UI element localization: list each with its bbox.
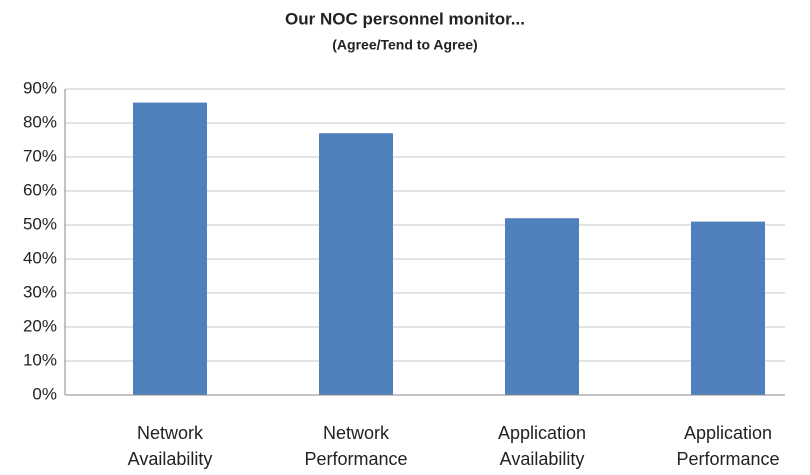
chart-title: Our NOC personnel monitor... (285, 9, 525, 28)
y-tick-label: 40% (23, 248, 57, 267)
y-tick-label: 20% (23, 316, 57, 335)
y-tick-label: 60% (23, 180, 57, 199)
x-tick-label: Application Availability (497, 423, 587, 469)
bar (505, 218, 579, 395)
bar (133, 102, 207, 395)
bar (691, 221, 765, 395)
y-tick-label: 30% (23, 282, 57, 301)
y-tick-label: 70% (23, 146, 57, 165)
x-tick-label: Network Availability (127, 423, 213, 469)
x-tick-label: Application Performance (676, 423, 780, 469)
y-tick-label: 80% (23, 112, 57, 131)
y-tick-label: 0% (32, 384, 57, 403)
y-tick-label: 90% (23, 78, 57, 97)
chart-subtitle: (Agree/Tend to Agree) (332, 37, 477, 53)
bar (319, 133, 393, 395)
y-tick-label: 50% (23, 214, 57, 233)
y-tick-label: 10% (23, 350, 57, 369)
x-tick-label: Network Performance (304, 423, 408, 469)
